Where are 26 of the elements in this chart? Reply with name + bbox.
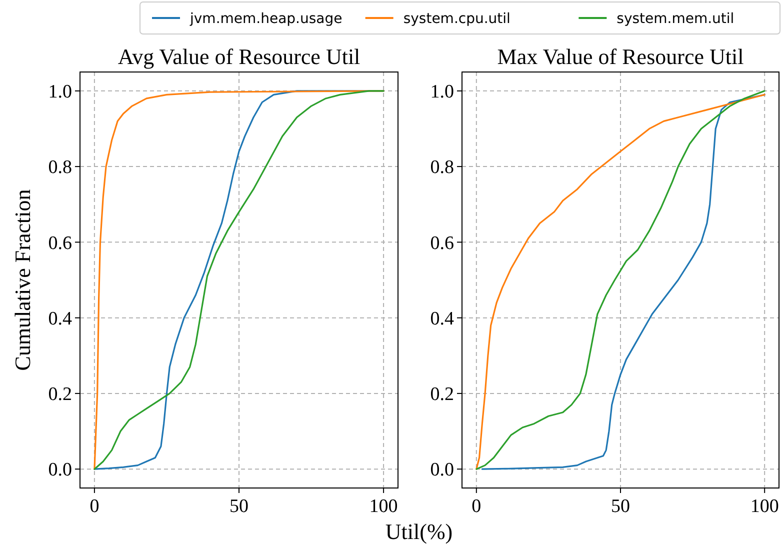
- legend-label: jvm.mem.heap.usage: [189, 10, 342, 27]
- x-tick-label: 50: [230, 496, 248, 517]
- y-tick-label: 1.0: [430, 82, 454, 103]
- line-series: [94, 90, 384, 470]
- x-tick-label: 100: [750, 496, 779, 517]
- y-tick-label: 0.6: [48, 232, 72, 254]
- x-tick-label: 0: [472, 496, 482, 517]
- y-tick-label: 0.2: [48, 384, 72, 406]
- y-tick-label: 0.6: [430, 232, 454, 254]
- y-tick-label: 0.4: [430, 308, 454, 330]
- y-axis-title: Cumulative Fraction: [10, 189, 35, 371]
- x-axis-title: Util(%): [385, 519, 453, 544]
- legend-label: system.mem.util: [616, 10, 734, 27]
- y-tick-label: 0.8: [48, 157, 72, 178]
- x-tick-label: 0: [90, 496, 100, 517]
- chart-title: Avg Value of Resource Util: [118, 44, 360, 69]
- y-tick-label: 0.2: [430, 384, 454, 406]
- y-tick-label: 1.0: [48, 82, 72, 103]
- y-tick-label: 0.0: [430, 460, 454, 481]
- x-tick-label: 50: [611, 496, 630, 517]
- chart-title: Max Value of Resource Util: [497, 44, 744, 69]
- legend-label: system.cpu.util: [403, 10, 510, 27]
- y-tick-label: 0.4: [48, 308, 72, 330]
- y-tick-label: 0.0: [48, 460, 72, 481]
- x-tick-label: 100: [369, 496, 398, 517]
- y-tick-label: 0.8: [430, 157, 454, 178]
